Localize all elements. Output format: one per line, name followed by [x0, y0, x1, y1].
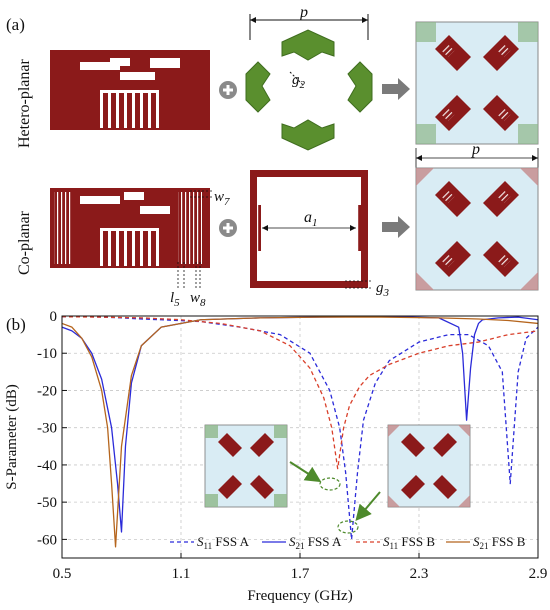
plus-icon-row1 [219, 81, 237, 99]
x-tick-label: 2.3 [410, 566, 429, 582]
y-tick-label: -60 [37, 532, 57, 548]
y-tick-label: -20 [37, 383, 57, 399]
y-tick-label: -30 [37, 421, 57, 437]
svg-text:S21 FSS A: S21 FSS A [289, 534, 342, 551]
chart-legend: S11 FSS A S21 FSS A S11 FSS B S21 FSS B [170, 534, 526, 551]
annotation-arrow-fss-b [289, 461, 322, 483]
svg-text:S21 FSS B: S21 FSS B [473, 534, 526, 551]
series-line-1 [62, 316, 539, 541]
x-tick-label: 2.9 [529, 566, 548, 582]
fss-b-unit-cell: p [415, 141, 539, 291]
panel-a: (a) Hetero-planar Co-planar [6, 4, 539, 309]
fss-a-unit-cell [415, 21, 539, 145]
inset-fss-a [204, 424, 288, 508]
x-tick-label: 1.1 [172, 566, 191, 582]
x-tick-label: 0.5 [53, 566, 72, 582]
annotation-ellipse-fss-a [337, 520, 359, 534]
dim-w7-label: w7 [214, 189, 230, 208]
plus-icon-row2 [219, 219, 237, 237]
svg-text:S11 FSS B: S11 FSS B [383, 534, 435, 551]
legend-item-s21-fss-b: S21 FSS B [446, 534, 526, 551]
panel-b: (b) 0.5 1.1 1.7 2.3 2.9 0 -10 -20 -30 -40 -50 -60 [4, 309, 547, 604]
dim-p-right-label: p [471, 141, 480, 158]
panel-a-label: (a) [6, 15, 25, 34]
inset-fss-b [387, 424, 471, 508]
row-label-co-planar: Co-planar [16, 210, 33, 275]
dim-p-label: p [299, 4, 308, 21]
dim-g2-label: g2 [292, 72, 306, 91]
y-tick-label: -40 [37, 458, 57, 474]
dim-a1-label: a1 [304, 209, 318, 229]
chart-ticks: 0.5 1.1 1.7 2.3 2.9 0 -10 -20 -30 -40 -50 -60 [37, 309, 547, 582]
x-tick-label: 1.7 [291, 566, 310, 582]
hetero-planar-metal-layer [50, 50, 210, 130]
y-tick-label: 0 [50, 309, 58, 325]
legend-item-s11-fss-b: S11 FSS B [356, 534, 435, 551]
dim-l5-label: l5 [170, 290, 180, 309]
dim-w8-label: w8 [190, 290, 206, 309]
y-axis-label: S-Parameter (dB) [4, 384, 20, 489]
dim-g3-label: g3 [376, 280, 390, 299]
green-patch-layer: p g2 [245, 4, 373, 151]
legend-item-s11-fss-a: S11 FSS A [170, 534, 250, 551]
series-line-4 [61, 316, 539, 548]
co-planar-metal-layer: w7 l5 w8 [50, 188, 230, 309]
svg-text:S11 FSS A: S11 FSS A [197, 534, 250, 551]
annotation-arrow-fss-a [355, 491, 381, 522]
y-tick-label: -50 [37, 495, 57, 511]
arrow-icon-row2 [382, 216, 410, 238]
chart-series [61, 316, 539, 548]
arrow-icon-row1 [382, 78, 410, 100]
panel-b-label: (b) [6, 315, 26, 334]
square-loop-layer: a1 g3 [250, 170, 390, 299]
annotation-ellipse-fss-b [319, 477, 341, 491]
x-axis-label: Frequency (GHz) [247, 588, 352, 604]
row-label-hetero-planar: Hetero-planar [16, 58, 33, 148]
legend-item-s21-fss-a: S21 FSS A [262, 534, 342, 551]
series-line-3 [61, 316, 539, 470]
y-tick-label: -10 [37, 346, 57, 362]
s-parameter-chart: 0.5 1.1 1.7 2.3 2.9 0 -10 -20 -30 -40 -50 -60 [4, 309, 547, 604]
